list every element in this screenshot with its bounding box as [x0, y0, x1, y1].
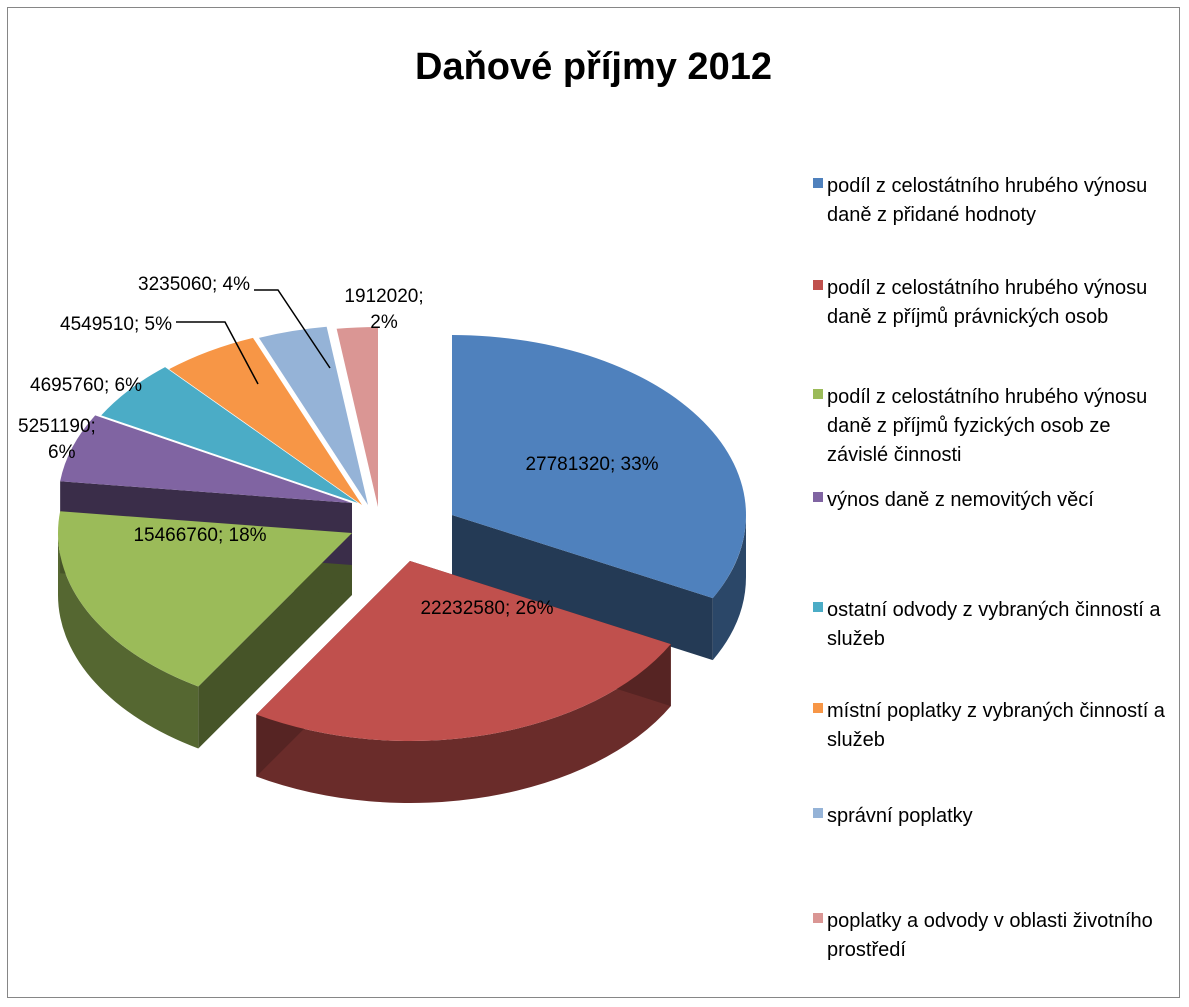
legend-swatch — [813, 703, 823, 713]
chart-title: Daňové příjmy 2012 — [415, 46, 772, 88]
legend-label: správní poplatky — [827, 805, 973, 827]
legend-swatch — [813, 389, 823, 399]
legend-swatch — [813, 808, 823, 818]
data-label: 22232580; 26% — [420, 598, 553, 619]
legend-swatch — [813, 602, 823, 612]
pie-slice — [256, 561, 671, 741]
legend-label: poplatky a odvody v oblasti životního pr… — [827, 910, 1153, 961]
data-label: 1912020; 2% — [344, 286, 423, 333]
pie-slice — [336, 327, 378, 507]
data-label: 27781320; 33% — [525, 454, 658, 475]
pie-slice-side — [256, 644, 671, 803]
legend-label: ostatní odvody z vybraných činností a sl… — [827, 599, 1161, 650]
legend-swatch — [813, 913, 823, 923]
data-label: 5251190; 6% — [18, 416, 96, 463]
legend-label: místní poplatky z vybraných činností a s… — [827, 700, 1165, 751]
data-label: 4695760; 6% — [30, 375, 142, 396]
legend-swatch — [813, 280, 823, 290]
data-label: 3235060; 4% — [138, 274, 250, 295]
pie-slice — [60, 415, 352, 503]
pie-slice-wall — [452, 515, 713, 661]
legend-swatch — [813, 492, 823, 502]
pie-slice — [169, 337, 362, 505]
pie-slice — [258, 326, 368, 505]
legend-label: výnos daně z nemovitých věcí — [827, 489, 1094, 511]
pie-slice-side — [712, 515, 746, 661]
pie-slice — [452, 335, 746, 599]
legend-label: podíl z celostátního hrubého výnosu daně… — [827, 175, 1148, 226]
leader-line — [176, 321, 259, 385]
legend-swatch — [813, 178, 823, 188]
pie-slice-side — [58, 533, 199, 749]
pie-slice — [57, 511, 353, 687]
legend-label: podíl z celostátního hrubého výnosu daně… — [827, 386, 1148, 466]
data-label: 4549510; 5% — [60, 314, 172, 335]
legend-label: podíl z celostátního hrubého výnosu daně… — [827, 277, 1148, 328]
pie-slice — [101, 367, 359, 503]
leader-line — [254, 289, 331, 369]
data-label: 15466760; 18% — [133, 525, 266, 546]
